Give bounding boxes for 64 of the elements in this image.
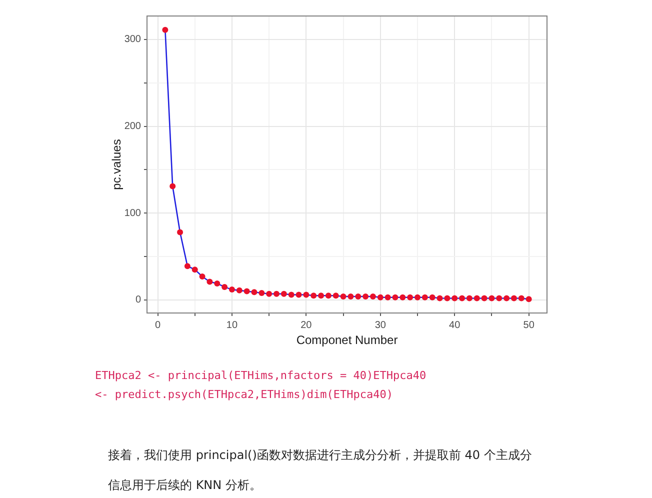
point xyxy=(266,290,272,297)
x-tick-label: 20 xyxy=(300,320,312,331)
point xyxy=(206,278,213,285)
x-tick-label: 50 xyxy=(523,320,535,331)
point xyxy=(370,294,376,300)
point xyxy=(518,295,524,302)
point xyxy=(192,266,198,273)
point xyxy=(355,294,362,300)
point xyxy=(162,26,168,33)
point xyxy=(348,294,354,300)
text: ETHpca2 <- principal(ETHims,nfactors = 40)ETHpca40 <- predict.psych(ETHpca2,ETHims)dim(ETHpca40) xyxy=(95,368,428,403)
point xyxy=(340,294,346,300)
point xyxy=(429,294,436,300)
point xyxy=(274,290,280,297)
point xyxy=(332,292,339,299)
point xyxy=(228,286,235,293)
point xyxy=(526,296,532,302)
x-tick-label: 30 xyxy=(374,320,386,331)
point xyxy=(466,295,472,302)
point xyxy=(177,229,184,236)
point xyxy=(170,183,176,190)
point xyxy=(296,292,302,298)
x-tick-label: 0 xyxy=(154,320,161,331)
x-axis-title: Componet Number xyxy=(296,333,398,348)
point xyxy=(214,280,220,286)
point xyxy=(325,292,332,299)
point xyxy=(251,289,258,296)
point xyxy=(362,294,369,300)
point xyxy=(510,295,517,302)
point xyxy=(459,295,466,302)
point xyxy=(236,287,242,294)
point xyxy=(414,294,420,300)
x-tick-label: 10 xyxy=(226,320,238,331)
point xyxy=(303,292,310,298)
point xyxy=(318,292,324,299)
point xyxy=(377,294,384,300)
point xyxy=(422,294,428,300)
point xyxy=(407,294,414,300)
point xyxy=(436,295,443,302)
point xyxy=(496,295,502,302)
point xyxy=(452,295,458,302)
point xyxy=(244,288,250,294)
point xyxy=(504,295,510,302)
point xyxy=(184,263,190,270)
point xyxy=(481,295,488,302)
x-tick-label: 40 xyxy=(449,320,461,331)
point xyxy=(280,290,287,297)
point xyxy=(288,292,294,298)
point xyxy=(310,292,317,299)
point xyxy=(392,294,398,300)
point xyxy=(488,295,495,302)
point xyxy=(222,284,228,290)
y-tick-label: 300 xyxy=(124,34,142,46)
y-tick-label: 200 xyxy=(124,121,142,132)
point xyxy=(444,295,450,302)
y-axis-title: pc.values xyxy=(110,139,124,190)
point xyxy=(384,294,391,300)
y-tick-label: 100 xyxy=(124,208,142,219)
point xyxy=(400,294,406,300)
point xyxy=(199,274,206,280)
y-tick-label: 0 xyxy=(135,294,142,306)
text: 接着，我们使用 principal()函数对数据进行主成分分析，并提取前 40 个主成分信息用于后续的 KNN 分析。 xyxy=(108,448,532,492)
point xyxy=(258,290,265,296)
point xyxy=(474,295,480,302)
